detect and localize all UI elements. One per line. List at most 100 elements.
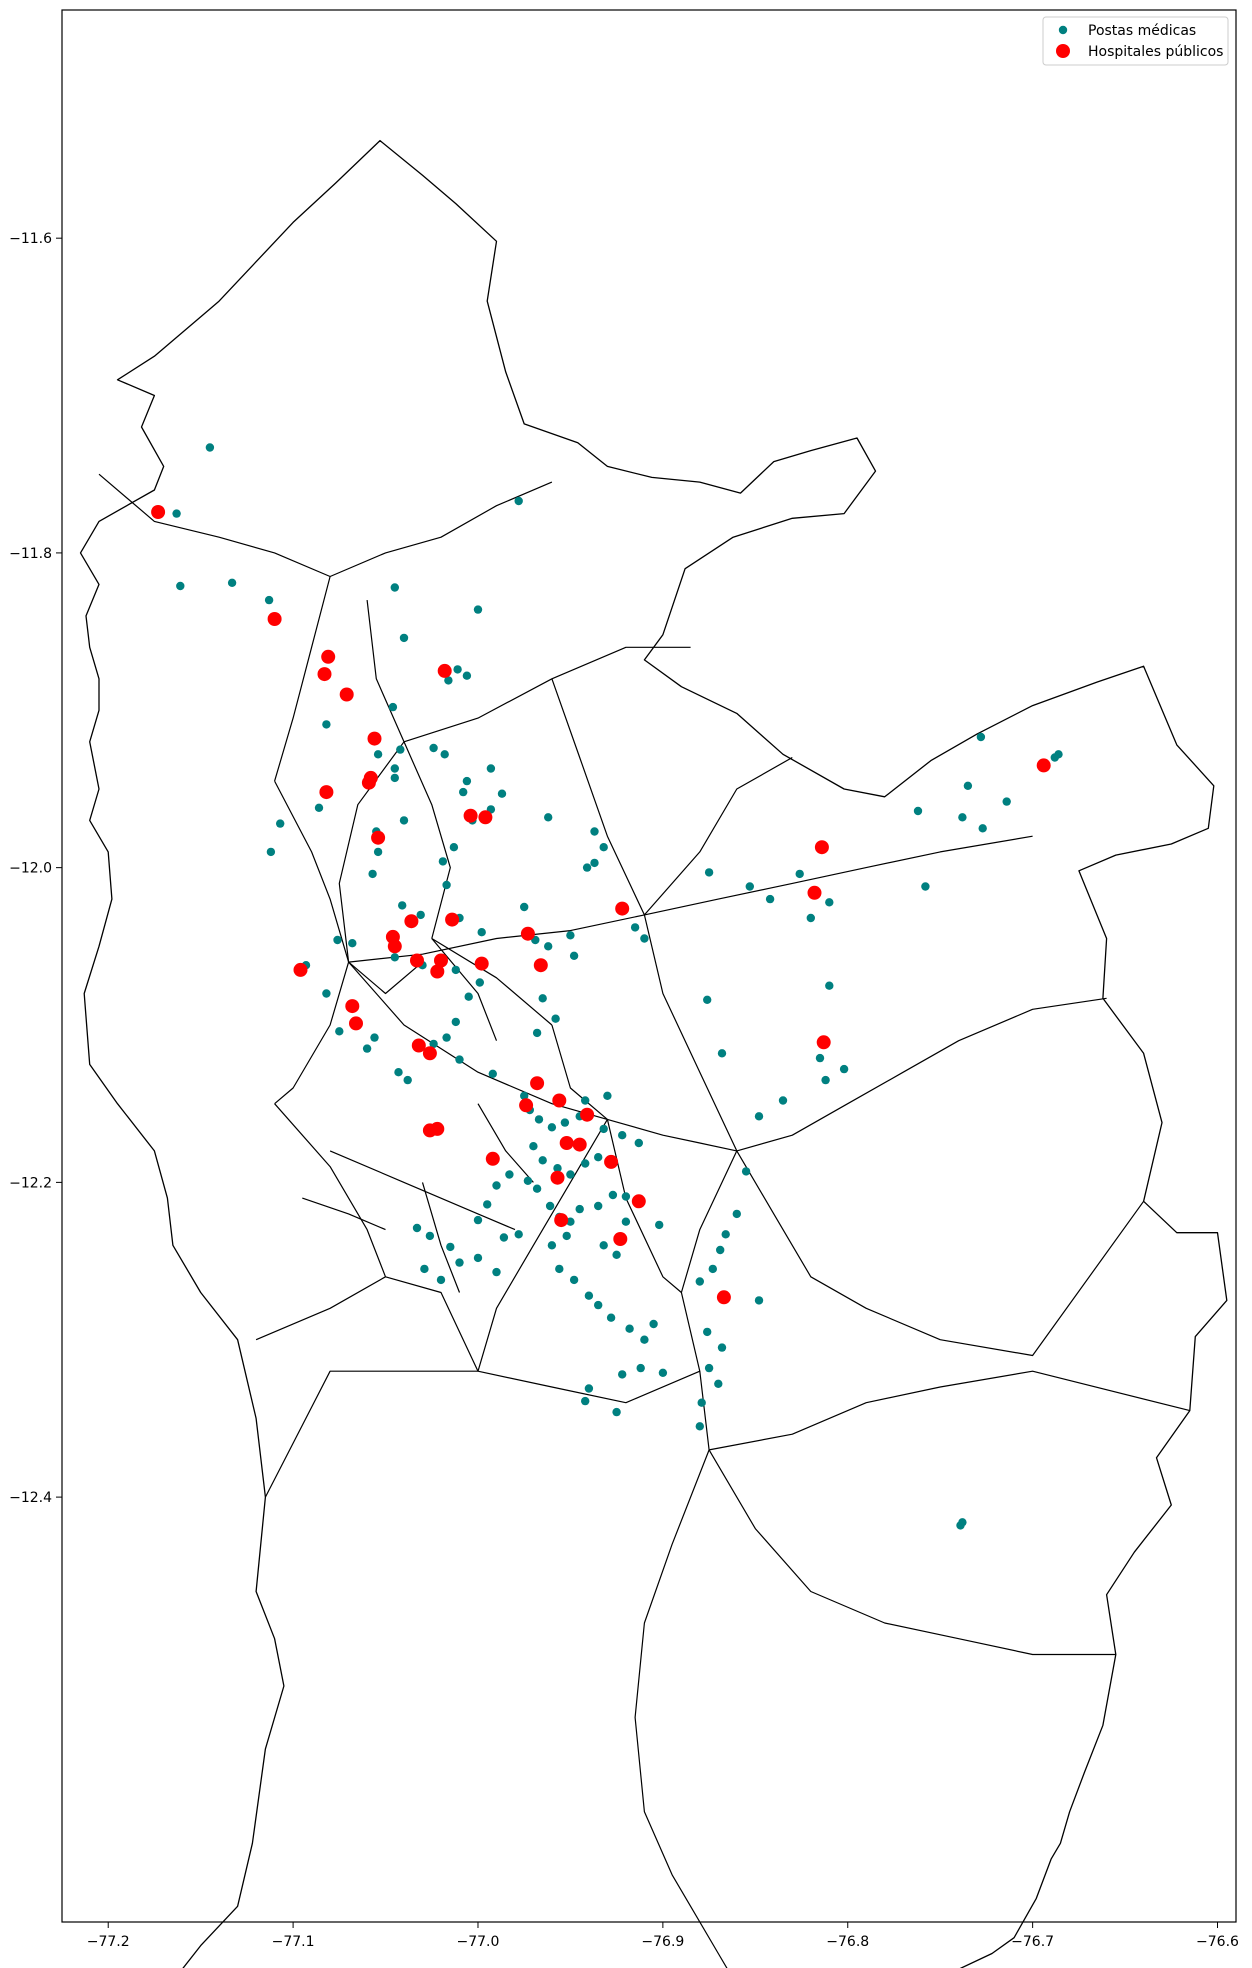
posta-point (264, 595, 274, 605)
hospital-point (371, 830, 386, 845)
posta-point (547, 1123, 557, 1132)
posta-point (483, 1200, 492, 1209)
posta-point (594, 1300, 603, 1310)
hospital-point (550, 1170, 565, 1185)
posta-point (640, 934, 649, 943)
posta-point (532, 1028, 542, 1038)
posta-point (322, 989, 331, 998)
hospital-point (572, 1137, 587, 1152)
district-boundary (477, 1103, 534, 1183)
posta-point (455, 1258, 464, 1267)
posta-point (440, 750, 449, 759)
y-tick-label: −12.2 (9, 1175, 52, 1191)
posta-point (412, 1223, 422, 1233)
posta-point (621, 1217, 631, 1226)
hospital-point (520, 926, 535, 941)
posta-point (625, 1324, 634, 1333)
posta-point (717, 1343, 727, 1352)
district-boundary (477, 1370, 701, 1404)
hospital-point (478, 810, 493, 825)
hospital-point (463, 808, 478, 823)
posta-point (373, 750, 383, 759)
posta-point (368, 869, 377, 879)
posta-point (821, 1075, 830, 1085)
posta-point (741, 1167, 751, 1176)
posta-point (582, 863, 592, 872)
posta-point (703, 1327, 712, 1337)
district-boundary (264, 1370, 478, 1498)
district-boundary (551, 1024, 608, 1120)
y-tick-label: −12.4 (9, 1490, 52, 1506)
posta-point (396, 745, 405, 754)
x-tick-label: −76.8 (826, 1934, 869, 1950)
axis-ticks: −77.2 −77.1 −77.0 −76.9 −76.8 −76.7 −76.6 −11.6… (9, 231, 1239, 1950)
posta-point (634, 1138, 643, 1148)
posta-point (322, 720, 331, 729)
posta-point (464, 992, 473, 1001)
posta-point (716, 1245, 725, 1255)
posta-point (477, 928, 486, 937)
posta-point (806, 913, 815, 923)
y-tick-label: −12.0 (9, 861, 52, 877)
posta-point (569, 1275, 579, 1285)
posta-point (553, 1164, 562, 1173)
y-tick-label: −11.6 (9, 231, 52, 247)
posta-point (590, 858, 599, 868)
posta-point (362, 1044, 372, 1053)
posta-point (649, 1319, 658, 1329)
posta-point (566, 1217, 575, 1226)
district-boundary (634, 1449, 728, 1968)
hospital-point (519, 1098, 534, 1113)
posta-point (399, 633, 409, 643)
district-boundary (329, 1150, 516, 1231)
posta-point (455, 1055, 464, 1064)
district-boundary (736, 1150, 1145, 1357)
posta-point (754, 1296, 764, 1305)
posta-point (462, 671, 472, 680)
legend-marker-postas (1058, 25, 1068, 35)
posta-point (590, 827, 599, 836)
posta-point (815, 1053, 825, 1063)
hospital-point (293, 962, 308, 977)
posta-point (520, 902, 529, 912)
posta-point (608, 1190, 618, 1200)
posta-point (425, 1231, 435, 1241)
district-boundary (643, 756, 793, 916)
x-tick-label: −77.0 (457, 1934, 500, 1950)
posta-point (778, 1096, 788, 1105)
hospital-point (716, 1290, 731, 1305)
district-boundary (255, 1276, 386, 1341)
posta-point (276, 819, 285, 828)
hospital-point (1036, 758, 1051, 773)
posta-point (459, 787, 468, 797)
posta-point (599, 1124, 608, 1134)
posta-point (492, 1181, 501, 1190)
posta-point (442, 880, 451, 890)
posta-point (227, 578, 237, 587)
posta-point (398, 901, 407, 910)
posta-point (390, 773, 399, 783)
posta-point (581, 1396, 590, 1406)
district-boundary (708, 1449, 1116, 1656)
posta-point (599, 1241, 608, 1250)
x-tick-label: −76.6 (1196, 1934, 1239, 1950)
hospital-point (604, 1154, 619, 1169)
posta-point (538, 994, 547, 1003)
hospital-point (367, 731, 382, 746)
posta-point (514, 496, 523, 506)
posta-point (594, 1153, 603, 1162)
legend-box (1042, 16, 1229, 66)
posta-point (584, 1384, 594, 1393)
posta-point (754, 1112, 764, 1121)
posta-point (569, 951, 579, 960)
district-boundary (274, 1103, 387, 1278)
posta-point (562, 1231, 571, 1241)
hospital-point (422, 1046, 437, 1061)
district-boundary (431, 938, 498, 1041)
posta-point (499, 1233, 509, 1242)
posta-point (825, 981, 834, 990)
posta-point (442, 1033, 451, 1042)
posta-point (566, 931, 575, 940)
posta-point (717, 1049, 727, 1058)
